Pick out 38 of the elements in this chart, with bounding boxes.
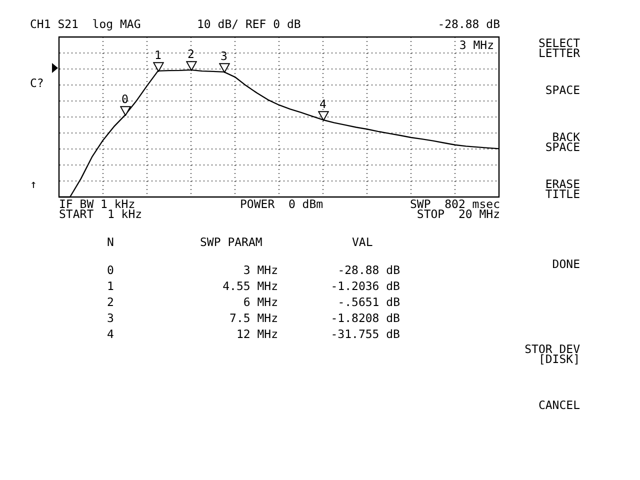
annotation: 4 [318,96,328,111]
text: 3 [107,311,114,325]
text: STOR DEV [DISK] [524,342,580,366]
text: -1.2036 dB [330,279,400,293]
annotation: 3 [220,48,228,63]
text: ↑ [30,177,37,191]
text: 6 MHz [243,295,278,309]
text: -.5651 dB [338,295,400,309]
text: -31.755 dB [330,327,400,341]
text: SPACE [545,83,580,97]
text: 4 [107,327,114,341]
text: 0 [107,263,114,277]
text: C? [30,76,44,90]
text: ERASE TITLE [545,177,580,201]
text: N [107,235,114,249]
text: -28.88 dB [438,17,500,31]
text: 12 MHz [236,327,278,341]
annotation: POWER 0 dBm [240,197,324,211]
annotation: 2 [186,46,196,61]
annotation: 0 [120,92,130,106]
text: 7.5 MHz [230,311,278,325]
text: 4.55 MHz [222,279,278,293]
text: 2 [107,295,114,309]
text: VAL [352,235,373,249]
text: -1.8208 dB [330,311,400,325]
text: -28.88 dB [338,263,400,277]
text: BACK SPACE [545,130,580,154]
text: 3 MHz [459,38,494,52]
text: SELECT LETTER [538,36,580,60]
text: CANCEL [538,398,580,412]
text: 1 [107,279,114,293]
text: 10 dB/ REF 0 dB [197,17,301,31]
text: CH1 S21 log MAG [30,17,141,31]
text: START 1 kHz [59,207,142,221]
annotation: 1 [154,48,162,62]
text: SWP PARAM [200,235,262,249]
text: 3 MHz [243,263,278,277]
text: DONE [552,257,580,271]
